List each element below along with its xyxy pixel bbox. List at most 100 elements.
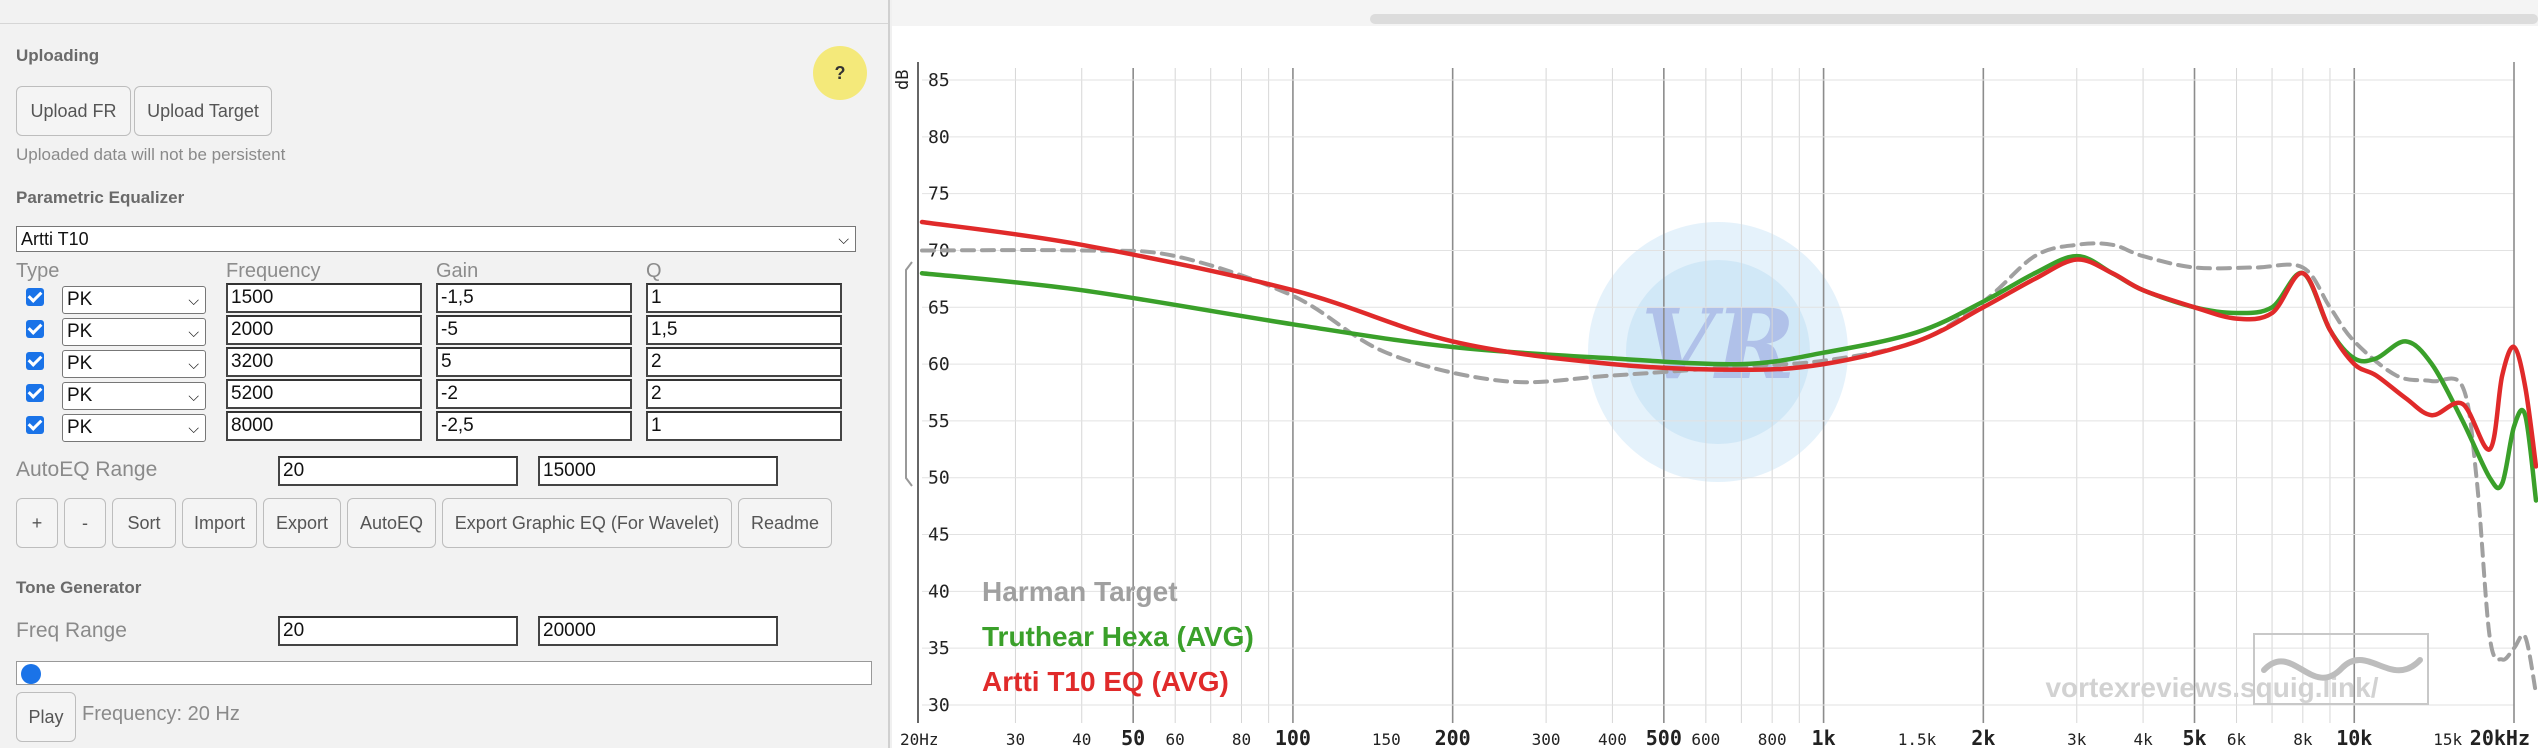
x-tick-label: 1.5k: [1898, 730, 1937, 748]
preset-select[interactable]: Artti T10 ⌵: [16, 226, 856, 252]
freq-range-label: Freq Range: [16, 619, 127, 642]
legend-truthear-hexa: Truthear Hexa (AVG): [982, 621, 1254, 652]
filter-enable-checkbox[interactable]: [26, 288, 44, 306]
tone-frequency-slider[interactable]: [16, 661, 872, 685]
x-tick-label: 30: [1006, 730, 1025, 748]
filter-q-input[interactable]: 1,5: [646, 315, 842, 345]
filter-q-input[interactable]: 2: [646, 347, 842, 377]
filter-q-input[interactable]: 2: [646, 379, 842, 409]
play-button[interactable]: Play: [16, 692, 76, 742]
chevron-down-icon: ⌵: [188, 324, 199, 340]
filter-frequency-input[interactable]: 8000: [226, 411, 422, 441]
filter-type-select[interactable]: PK ⌵: [62, 318, 206, 346]
filter-enable-checkbox[interactable]: [26, 320, 44, 338]
y-tick-label: 75: [928, 184, 950, 205]
filter-frequency-input[interactable]: 1500: [226, 283, 422, 313]
x-tick-label: 1k: [1812, 726, 1836, 748]
help-button[interactable]: ?: [813, 46, 867, 100]
filter-q-input[interactable]: 1: [646, 411, 842, 441]
filter-frequency-input[interactable]: 2000: [226, 315, 422, 345]
x-tick-label: 8k: [2293, 730, 2313, 748]
tone-frequency-readout: Frequency: 20 Hz: [82, 703, 240, 725]
slider-thumb[interactable]: [21, 664, 41, 684]
x-tick-label: 20Hz: [900, 730, 939, 748]
y-tick-label: 70: [928, 240, 950, 261]
chevron-down-icon: ⌵: [188, 420, 199, 436]
upload-target-button[interactable]: Upload Target: [134, 86, 272, 136]
horizontal-scrollbar[interactable]: [1370, 14, 2538, 24]
autoeq-button[interactable]: AutoEQ: [347, 498, 436, 548]
filter-type-select[interactable]: PK ⌵: [62, 350, 206, 378]
filter-type-value: PK: [67, 417, 93, 438]
tone-min-input[interactable]: 20: [278, 616, 518, 646]
x-tick-label: 100: [1275, 726, 1311, 748]
x-tick-label: 600: [1691, 730, 1720, 748]
x-tick-label: 40: [1072, 730, 1091, 748]
x-tick-label: 300: [1532, 730, 1561, 748]
filter-type-select[interactable]: PK ⌵: [62, 286, 206, 314]
x-tick-label: 80: [1232, 730, 1251, 748]
panel-divider: [0, 23, 888, 24]
preset-value: Artti T10: [21, 229, 89, 249]
header-type: Type: [16, 260, 60, 282]
export-graphic-eq-button[interactable]: Export Graphic EQ (For Wavelet): [442, 498, 732, 548]
x-tick-label: 50: [1121, 726, 1145, 748]
filter-type-select[interactable]: PK ⌵: [62, 414, 206, 442]
filter-gain-input[interactable]: 5: [436, 347, 632, 377]
graph-panel: VR dB 85 80 75 70 65 60 55 50 45 40 35 30 20Hz 30 40 50 60…: [892, 0, 2538, 748]
legend-artti-t10-eq: Artti T10 EQ (AVG): [982, 666, 1229, 697]
x-tick-label: 2k: [1971, 726, 1995, 748]
import-button[interactable]: Import: [182, 498, 257, 548]
filter-frequency-input[interactable]: 3200: [226, 347, 422, 377]
readme-button[interactable]: Readme: [738, 498, 832, 548]
logo-box: [2253, 633, 2429, 705]
filter-gain-input[interactable]: -2,5: [436, 411, 632, 441]
upload-note: Uploaded data will not be persistent: [16, 145, 286, 164]
x-tick-label: 150: [1372, 730, 1401, 748]
filter-gain-input[interactable]: -2: [436, 379, 632, 409]
x-tick-label: 800: [1758, 730, 1787, 748]
filter-gain-input[interactable]: -1,5: [436, 283, 632, 313]
sort-button[interactable]: Sort: [112, 498, 176, 548]
header-frequency: Frequency: [226, 260, 321, 282]
y-tick-label: 35: [928, 638, 950, 659]
chevron-down-icon: ⌵: [188, 292, 199, 308]
filter-enable-checkbox[interactable]: [26, 352, 44, 370]
remove-filter-button[interactable]: -: [64, 498, 106, 548]
filter-row: PK ⌵ 5200 -2 2: [0, 379, 890, 410]
x-tick-label: 10k: [2336, 726, 2372, 748]
chevron-down-icon: ⌵: [188, 356, 199, 372]
autoeq-min-input[interactable]: 20: [278, 456, 518, 486]
watermark-circle: [1588, 222, 1848, 482]
y-tick-label: 60: [928, 354, 950, 375]
peq-heading: Parametric Equalizer: [16, 188, 185, 207]
x-tick-label: 500: [1646, 726, 1682, 748]
filter-gain-input[interactable]: -5: [436, 315, 632, 345]
tone-generator-heading: Tone Generator: [16, 578, 142, 597]
add-filter-button[interactable]: +: [16, 498, 58, 548]
autoeq-range-label: AutoEQ Range: [16, 458, 158, 481]
export-button[interactable]: Export: [263, 498, 341, 548]
x-tick-label: 3k: [2067, 730, 2087, 748]
frequency-response-graph: VR dB 85 80 75 70 65 60 55 50 45 40 35 30 20Hz 30 40 50 60…: [893, 62, 2538, 748]
upload-fr-button[interactable]: Upload FR: [16, 86, 131, 136]
x-tick-label: 60: [1166, 730, 1185, 748]
y-tick-label: 45: [928, 525, 950, 546]
filter-row: PK ⌵ 2000 -5 1,5: [0, 315, 890, 346]
filter-type-select[interactable]: PK ⌵: [62, 382, 206, 410]
filter-enable-checkbox[interactable]: [26, 416, 44, 434]
filter-frequency-input[interactable]: 5200: [226, 379, 422, 409]
x-tick-label: 15k: [2433, 730, 2462, 748]
y-tick-label: 80: [928, 127, 950, 148]
logo-wave-icon: [2261, 657, 2423, 681]
x-tick-label: 4k: [2133, 730, 2153, 748]
x-tick-label: 20kHz: [2470, 726, 2530, 748]
filter-enable-checkbox[interactable]: [26, 384, 44, 402]
autoeq-max-input[interactable]: 15000: [538, 456, 778, 486]
tone-max-input[interactable]: 20000: [538, 616, 778, 646]
chevron-down-icon: ⌵: [188, 388, 199, 404]
y-scale-handle[interactable]: [905, 261, 913, 487]
filter-q-input[interactable]: 1: [646, 283, 842, 313]
equalizer-panel: Uploading ? Upload FR Upload Target Uplo…: [0, 0, 890, 748]
x-tick-label: 400: [1598, 730, 1627, 748]
